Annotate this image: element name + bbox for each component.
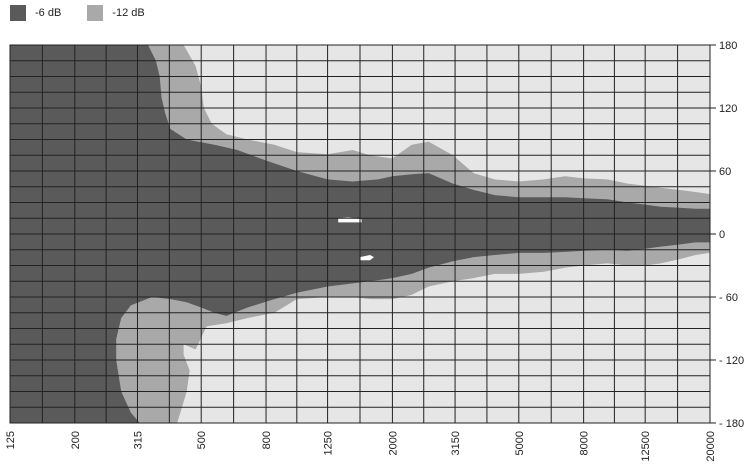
y-tick-label-0: 180 [719,40,737,52]
y-tick-label-6: - 180 [719,418,744,430]
y-tick-label-5: - 120 [719,355,744,367]
y-tick-label-1: 120 [719,103,737,115]
x-tick-label-3: 500 [196,431,208,449]
legend-swatch-6db [10,5,26,21]
x-tick-label-7: 3150 [450,431,462,455]
y-tick-label-3: 0 [719,229,725,241]
x-tick-label-10: 12500 [640,431,652,462]
x-tick-label-9: 8000 [579,431,591,455]
x-tick-label-8: 5000 [514,431,526,455]
x-tick-label-2: 315 [133,431,145,449]
legend-label-6db: -6 dB [35,7,62,19]
x-tick-label-4: 800 [261,431,273,449]
region-island-1 [359,255,374,261]
x-tick-label-5: 1250 [323,431,335,455]
legend-item-12db: -12 dB [87,5,145,21]
x-tick-label-6: 2000 [387,431,399,455]
chart-legend: -6 dB -12 dB [10,5,171,21]
legend-swatch-12db [87,5,104,21]
y-tick-label-2: 60 [719,166,731,178]
region-island-2 [183,344,202,381]
x-tick-label-0: 125 [5,431,17,449]
legend-item-6db: -6 dB [10,5,61,21]
y-tick-label-4: - 60 [719,292,738,304]
x-tick-label-1: 200 [70,431,82,449]
legend-label-12db: -12 dB [112,7,145,19]
x-tick-label-11: 20000 [705,431,717,462]
